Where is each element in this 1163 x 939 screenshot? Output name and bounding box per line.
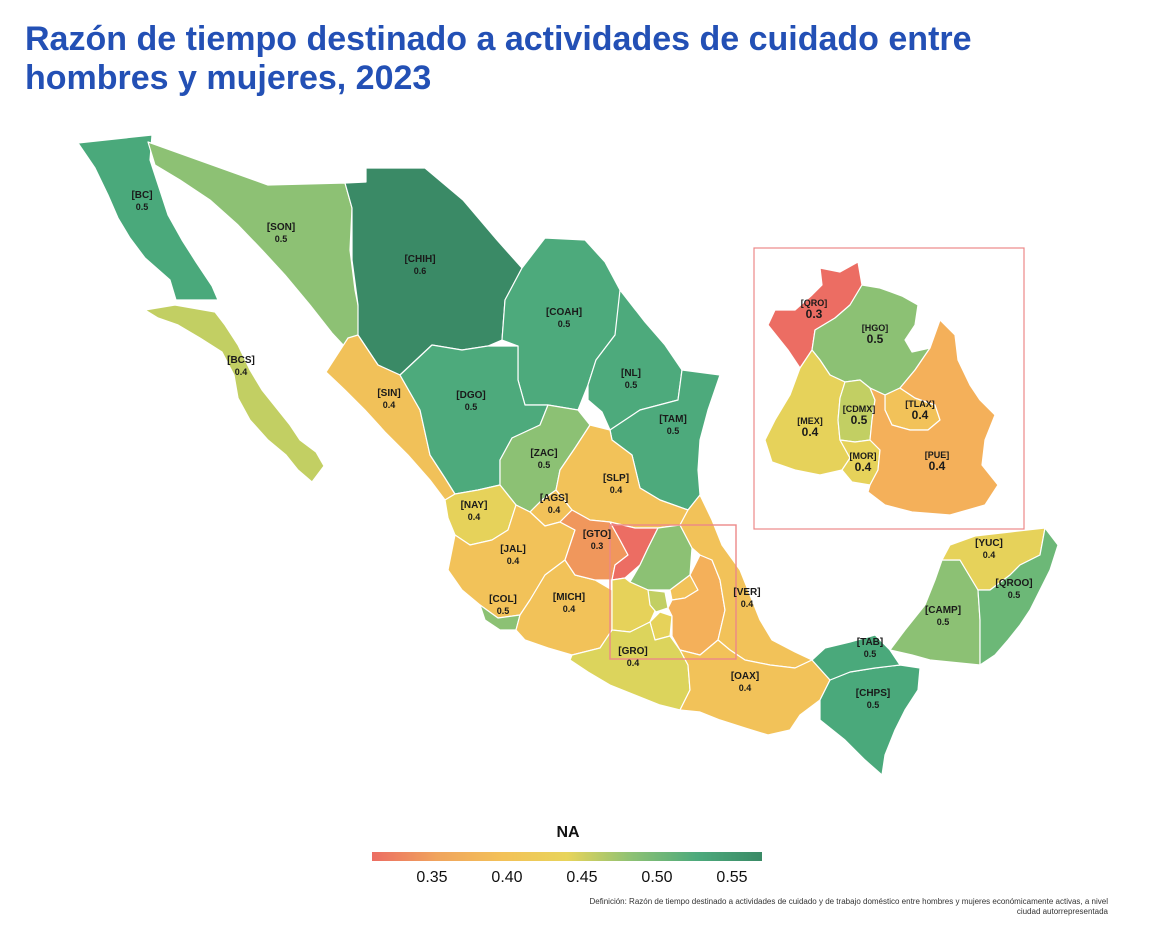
state-value-chih: 0.6 [414, 266, 427, 276]
state-label-slp: [SLP] [603, 473, 629, 484]
state-labels: [BC]0.5[BCS]0.4[SON]0.5[CHIH]0.6[COAH]0.… [131, 190, 1032, 710]
state-chps[interactable] [819, 664, 921, 776]
inset-state-value-mor: 0.4 [855, 460, 872, 474]
state-label-gto: [GTO] [583, 529, 611, 540]
state-label-bcs: [BCS] [227, 355, 255, 366]
state-value-yuc: 0.4 [983, 550, 996, 560]
state-value-ver: 0.4 [741, 599, 754, 609]
state-label-dgo: [DGO] [456, 390, 485, 401]
legend-tick-label: 0.45 [566, 869, 598, 886]
inset-state-value-cdmx: 0.5 [851, 413, 868, 427]
state-label-camp: [CAMP] [925, 605, 961, 616]
state-tab[interactable] [811, 634, 901, 681]
inset-state-label-cdmx: [CDMX] [843, 404, 876, 414]
state-label-qroo: [QROO] [995, 578, 1032, 589]
legend-tick-label: 0.40 [491, 869, 523, 886]
state-value-qroo: 0.5 [1008, 590, 1021, 600]
state-value-nay: 0.4 [468, 512, 481, 522]
state-label-nl: [NL] [621, 368, 641, 379]
state-value-gro: 0.4 [627, 658, 640, 668]
legend-tick-mark [507, 861, 508, 865]
inset-state-value-qro: 0.3 [806, 307, 823, 321]
state-label-ver: [VER] [733, 587, 760, 598]
legend-title: NA [556, 824, 580, 841]
state-value-tab: 0.5 [864, 649, 877, 659]
state-value-zac: 0.5 [538, 460, 551, 470]
inset-state-labels: [QRO]0.3[HGO]0.5[MEX]0.4[CDMX]0.5[TLAX]0… [797, 298, 949, 474]
state-label-nay: [NAY] [461, 500, 488, 511]
state-label-bc: [BC] [131, 190, 152, 201]
inset-state-label-hgo: [HGO] [862, 323, 889, 333]
state-value-coah: 0.5 [558, 319, 571, 329]
legend-tick-mark [732, 861, 733, 865]
state-label-ags: [AGS] [540, 493, 568, 504]
state-value-bc: 0.5 [136, 202, 149, 212]
inset-state-value-mex: 0.4 [802, 425, 819, 439]
state-label-tam: [TAM] [659, 414, 687, 425]
inset-state-label-tlax: [TLAX] [905, 399, 935, 409]
legend-tick-mark [657, 861, 658, 865]
inset-state-label-mor: [MOR] [850, 451, 877, 461]
state-label-coah: [COAH] [546, 307, 582, 318]
state-value-son: 0.5 [275, 234, 288, 244]
state-value-sin: 0.4 [383, 400, 396, 410]
inset-map [764, 261, 999, 516]
state-value-jal: 0.4 [507, 556, 520, 566]
state-value-ags: 0.4 [548, 505, 561, 515]
state-qroo[interactable] [977, 527, 1059, 666]
state-label-zac: [ZAC] [530, 448, 557, 459]
state-label-oax: [OAX] [731, 671, 759, 682]
state-label-tab: [TAB] [857, 637, 883, 648]
inset-state-pue[interactable] [867, 319, 999, 516]
inset-state-label-pue: [PUE] [925, 450, 950, 460]
state-value-col: 0.5 [497, 606, 510, 616]
state-label-chih: [CHIH] [404, 254, 435, 265]
state-chih[interactable] [344, 167, 523, 376]
state-value-tam: 0.5 [667, 426, 680, 436]
legend-tick-mark [432, 861, 433, 865]
state-label-sin: [SIN] [377, 388, 400, 399]
state-label-yuc: [YUC] [975, 538, 1003, 549]
state-value-oax: 0.4 [739, 683, 752, 693]
state-oax[interactable] [679, 639, 831, 736]
state-value-gto: 0.3 [591, 541, 604, 551]
inset-highlight-box [609, 524, 737, 660]
state-bcs[interactable] [144, 304, 325, 483]
legend-tick-label: 0.55 [716, 869, 748, 886]
inset-state-value-pue: 0.4 [929, 459, 946, 473]
state-value-mich: 0.4 [563, 604, 576, 614]
state-cdmx[interactable] [647, 589, 669, 613]
state-value-nl: 0.5 [625, 380, 638, 390]
state-value-slp: 0.4 [610, 485, 623, 495]
state-value-chps: 0.5 [867, 700, 880, 710]
state-value-dgo: 0.5 [465, 402, 478, 412]
legend-color-bar [372, 852, 762, 861]
legend-tick-label: 0.50 [641, 869, 673, 886]
inset-panel-border [753, 247, 1025, 530]
definition-note: Definición: Razón de tiempo destinado a … [589, 897, 1108, 916]
inset-state-value-tlax: 0.4 [912, 408, 929, 422]
legend-tick-mark [582, 861, 583, 865]
inset-state-label-qro: [QRO] [801, 298, 828, 308]
state-label-gro: [GRO] [618, 646, 647, 657]
inset-state-value-hgo: 0.5 [867, 332, 884, 346]
state-label-son: [SON] [267, 222, 295, 233]
legend-tick-label: 0.35 [416, 869, 448, 886]
state-value-bcs: 0.4 [235, 367, 248, 377]
state-value-camp: 0.5 [937, 617, 950, 627]
state-label-jal: [JAL] [500, 544, 526, 555]
page-title: Razón de tiempo destinado a actividades … [25, 20, 972, 97]
state-label-chps: [CHPS] [856, 688, 890, 699]
state-bc[interactable] [77, 134, 219, 301]
state-label-mich: [MICH] [553, 592, 585, 603]
inset-state-label-mex: [MEX] [797, 416, 823, 426]
state-label-col: [COL] [489, 594, 517, 605]
